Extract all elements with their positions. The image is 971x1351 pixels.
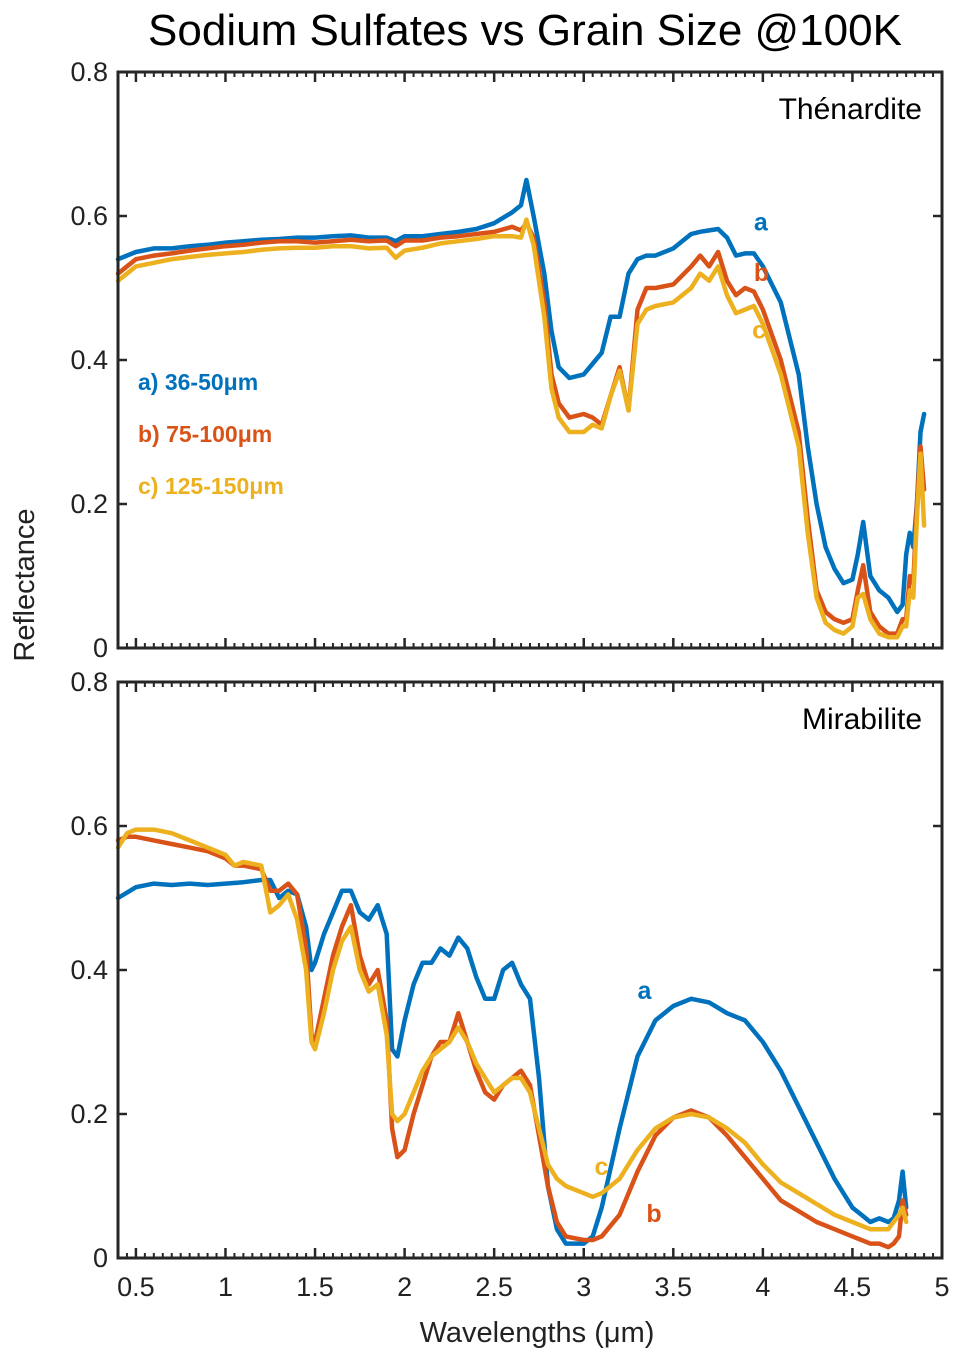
thenardite-series-c-line bbox=[115, 217, 927, 640]
thenardite-y-tick-labels: 0 0.2 0.4 0.6 0.8 bbox=[70, 57, 108, 663]
x-tick-label: 1 bbox=[218, 1272, 233, 1302]
x-tick-label: 3 bbox=[576, 1272, 591, 1302]
mirabilite-curve-label-b: b bbox=[646, 1200, 661, 1228]
y-tick-label: 0.6 bbox=[70, 811, 108, 841]
mirabilite-ticks bbox=[117, 680, 944, 1260]
x-tick-label: 1.5 bbox=[296, 1272, 334, 1302]
x-tick-label: 0.5 bbox=[117, 1272, 155, 1302]
thenardite-panel-label: Thénardite bbox=[779, 93, 922, 126]
x-tick-labels: 0.5 1 1.5 2 2.5 3 3.5 4 4.5 5 bbox=[117, 1272, 949, 1302]
y-tick-label: 0.2 bbox=[70, 1099, 108, 1129]
thenardite-ticks bbox=[117, 70, 944, 650]
mirabilite-y-tick-labels: 0 0.2 0.4 0.6 0.8 bbox=[70, 667, 108, 1273]
x-tick-label: 2.5 bbox=[475, 1272, 513, 1302]
mirabilite-curves bbox=[115, 827, 909, 1250]
mirabilite-panel: 0 0.2 0.4 0.6 0.8 0.5 1 1.5 2 2.5 3 3.5 4 4.5 5 Mirab… bbox=[70, 667, 949, 1302]
y-tick-label: 0.8 bbox=[70, 667, 108, 697]
mirabilite-panel-label: Mirabilite bbox=[802, 703, 922, 736]
y-tick-label: 0 bbox=[93, 1243, 108, 1273]
mirabilite-curve-labels: a b c bbox=[594, 977, 661, 1228]
x-tick-label: 4 bbox=[755, 1272, 770, 1302]
y-tick-label: 0.2 bbox=[70, 489, 108, 519]
x-axis-label: Wavelengths (μm) bbox=[420, 1317, 655, 1349]
grain-size-legend: a) 36-50μm b) 75-100μm c) 125-150μm bbox=[138, 369, 284, 499]
thenardite-series-b-line bbox=[115, 220, 927, 636]
thenardite-axes-frame bbox=[116, 70, 944, 650]
y-tick-label: 0.4 bbox=[70, 345, 108, 375]
thenardite-panel: 0 0.2 0.4 0.6 0.8 Thénardite a) 36-50μm b) 75… bbox=[70, 57, 944, 663]
x-tick-label: 2 bbox=[397, 1272, 412, 1302]
y-tick-label: 0.6 bbox=[70, 201, 108, 231]
thenardite-curves bbox=[115, 177, 927, 640]
mirabilite-curve-label-a: a bbox=[637, 977, 652, 1005]
legend-entry-b: b) 75-100μm bbox=[138, 421, 272, 447]
mirabilite-series-a-line bbox=[115, 877, 909, 1246]
mirabilite-axes-frame bbox=[116, 680, 944, 1260]
mirabilite-curve-label-c: c bbox=[594, 1153, 608, 1181]
thenardite-curve-label-a: a bbox=[754, 208, 769, 236]
thenardite-series-a-line bbox=[115, 177, 927, 615]
thenardite-curve-label-b: b bbox=[754, 259, 769, 287]
x-tick-label: 3.5 bbox=[655, 1272, 693, 1302]
mirabilite-series-c-line bbox=[115, 827, 909, 1232]
thenardite-curve-label-c: c bbox=[752, 316, 766, 344]
y-tick-label: 0.4 bbox=[70, 955, 108, 985]
figure-title: Sodium Sulfates vs Grain Size @100K bbox=[148, 6, 902, 55]
y-axis-label: Reflectance bbox=[9, 508, 41, 661]
y-tick-label: 0 bbox=[93, 633, 108, 663]
y-tick-label: 0.8 bbox=[70, 57, 108, 87]
x-tick-label: 4.5 bbox=[834, 1272, 872, 1302]
thenardite-curve-labels: ab c bbox=[752, 208, 769, 344]
x-tick-label: 5 bbox=[934, 1272, 949, 1302]
legend-entry-c: c) 125-150μm bbox=[138, 473, 284, 499]
legend-entry-a: a) 36-50μm bbox=[138, 369, 258, 395]
